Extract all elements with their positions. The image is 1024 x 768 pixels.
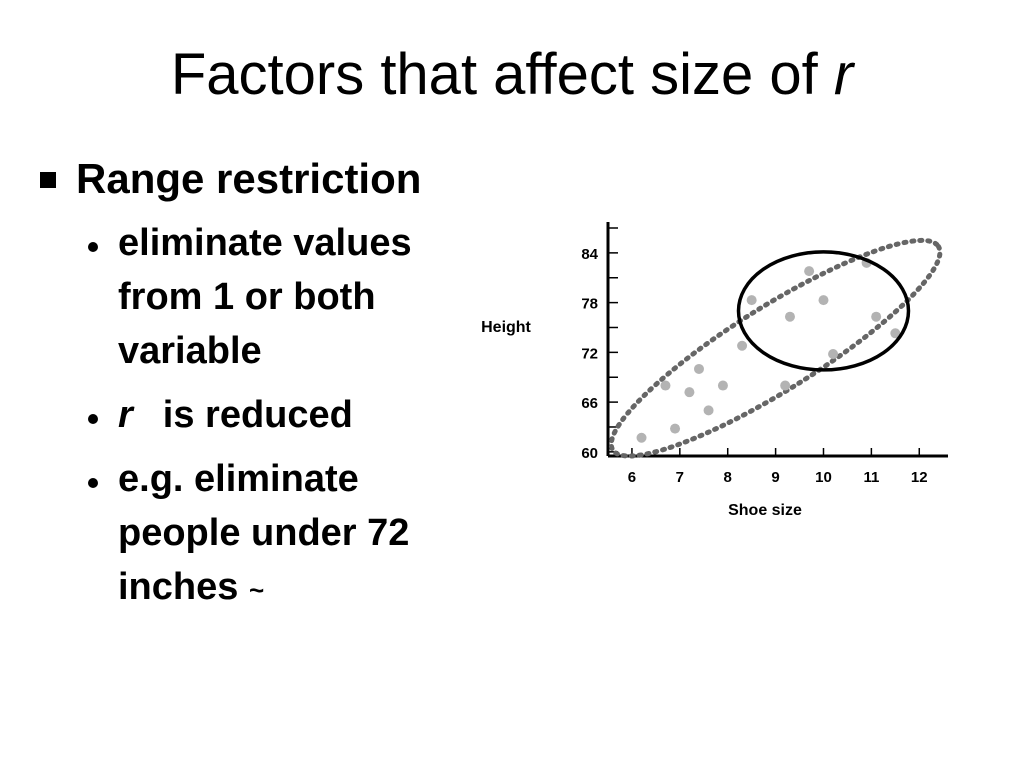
- x-tick-label: 10: [815, 469, 832, 486]
- x-tick-label: 8: [724, 469, 732, 486]
- data-point: [871, 311, 882, 322]
- data-point: [818, 295, 829, 306]
- data-point: [636, 432, 647, 443]
- r-reduced-text: is reduced: [162, 394, 353, 436]
- tilde-mark: ~: [248, 575, 265, 605]
- square-bullet-icon: [40, 172, 56, 188]
- x-tick-label: 6: [628, 469, 636, 486]
- title-text: Factors that affect size of: [170, 42, 834, 107]
- sub-bullet-eliminate-values: eliminate values from 1 or both variable: [88, 216, 500, 378]
- sub-bullet-text: e.g. eliminate people under 72 inches ~: [118, 452, 478, 617]
- data-point: [784, 311, 795, 322]
- bullet-list: Range restriction eliminate values from …: [40, 152, 500, 617]
- example-text: e.g. eliminate people under 72 inches: [118, 458, 410, 608]
- y-tick-label: 78: [581, 296, 598, 313]
- data-point: [660, 380, 671, 391]
- sub-bullet-text: eliminate values from 1 or both variable: [118, 222, 412, 372]
- x-tick-label: 7: [676, 469, 684, 486]
- full-range-ellipse: [608, 237, 943, 459]
- data-point: [804, 266, 815, 277]
- data-point: [890, 328, 901, 339]
- bullet-text: Range restriction: [76, 155, 422, 202]
- y-tick-label: 72: [581, 345, 598, 362]
- data-point: [746, 295, 757, 306]
- data-point: [703, 405, 714, 416]
- y-tick-label: 60: [581, 445, 598, 462]
- x-tick-label: 12: [911, 469, 928, 486]
- sub-bullet-example: e.g. eliminate people under 72 inches ~: [88, 452, 500, 617]
- x-tick-label: 9: [771, 469, 779, 486]
- title-variable: r: [833, 42, 854, 107]
- data-point: [693, 363, 704, 374]
- data-point: [684, 387, 695, 398]
- sub-bullet-r-reduced: r is reduced: [88, 388, 500, 442]
- slide-title: Factors that affect size of r: [0, 40, 1024, 110]
- data-point: [670, 423, 681, 434]
- r-variable: r: [118, 394, 133, 436]
- data-point: [737, 340, 748, 351]
- data-point: [717, 380, 728, 391]
- dot-bullet-icon: [88, 414, 98, 424]
- sub-bullet-text: r is reduced: [118, 388, 478, 442]
- restricted-range-ellipse: [736, 250, 911, 372]
- data-point: [780, 380, 791, 391]
- x-tick-label: 11: [863, 469, 879, 486]
- y-tick-label: 84: [581, 246, 598, 263]
- bullet-range-restriction: Range restriction: [40, 152, 500, 206]
- dot-bullet-icon: [88, 242, 98, 252]
- data-point: [828, 349, 839, 360]
- dot-bullet-icon: [88, 478, 98, 488]
- y-axis-label: Height: [481, 319, 531, 336]
- y-tick-label: 66: [581, 395, 598, 412]
- x-axis-label: Shoe size: [728, 502, 802, 519]
